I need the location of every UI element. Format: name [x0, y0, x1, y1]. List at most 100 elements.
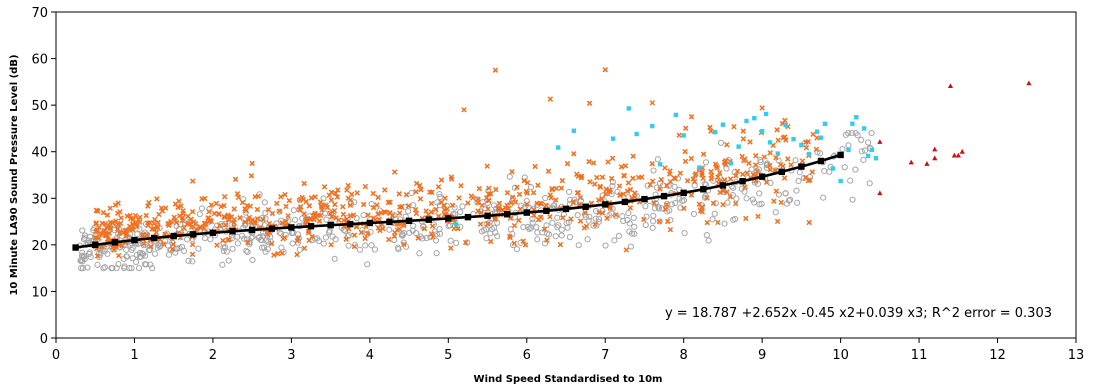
- data-point-cross: [456, 195, 462, 201]
- data-point-circle: [290, 207, 297, 214]
- data-point-circle: [79, 249, 86, 256]
- data-point-circle: [615, 232, 622, 239]
- data-point-circle: [717, 139, 725, 146]
- data-point-circle: [753, 167, 760, 175]
- data-point-circle: [483, 235, 490, 242]
- data-point-cross: [428, 231, 435, 237]
- data-point-cross: [767, 167, 774, 173]
- data-point-circle: [296, 246, 303, 253]
- data-point-cross: [202, 221, 209, 228]
- data-point-cross: [214, 242, 220, 248]
- x-tick-label: 11: [911, 348, 928, 363]
- data-point-cross: [545, 168, 552, 174]
- data-point-cross: [202, 195, 208, 202]
- data-point-cross: [547, 96, 554, 102]
- data-point-circle: [729, 192, 736, 199]
- data-point-circle: [757, 159, 764, 166]
- data-point-circle: [323, 216, 330, 223]
- data-point-cross: [160, 241, 167, 247]
- data-point-cross: [175, 204, 181, 211]
- data-point-cross: [662, 206, 669, 212]
- data-point-triangle: [947, 83, 954, 89]
- x-tick-label: 12: [989, 348, 1006, 363]
- data-point-cross: [396, 226, 403, 232]
- fit-point: [641, 195, 648, 203]
- data-point-cross: [578, 175, 585, 181]
- data-point-triangle: [877, 139, 883, 144]
- data-point-circle: [262, 209, 269, 216]
- data-point-cross: [664, 182, 670, 189]
- y-tick-label: 10: [31, 285, 48, 300]
- data-point-cross: [606, 187, 613, 193]
- data-point-circle: [506, 173, 513, 180]
- data-point-cross: [188, 224, 195, 230]
- data-point-circle: [545, 231, 553, 238]
- data-point-cross: [280, 236, 286, 242]
- data-point-cross: [242, 219, 249, 225]
- data-point-circle: [276, 208, 283, 215]
- data-point-cross: [297, 197, 303, 203]
- data-point-circle: [244, 248, 251, 256]
- data-point-cross: [193, 226, 200, 232]
- x-tick-label: 9: [758, 348, 766, 363]
- data-point-cross: [616, 183, 623, 189]
- data-point-circle: [113, 265, 120, 272]
- data-point-circle: [86, 250, 93, 258]
- data-point-circle: [295, 235, 303, 242]
- data-point-square: [712, 129, 718, 135]
- data-point-circle: [520, 224, 527, 231]
- data-point-circle: [671, 183, 678, 190]
- data-point-circle: [586, 213, 593, 220]
- fit-point: [268, 225, 275, 232]
- axes: [51, 11, 1077, 343]
- data-point-cross: [568, 216, 574, 222]
- data-point-cross: [559, 215, 566, 221]
- data-point-square: [681, 133, 686, 138]
- data-point-circle: [866, 180, 873, 187]
- data-point-cross: [541, 226, 548, 232]
- data-point-circle: [453, 239, 460, 246]
- data-point-square: [555, 145, 561, 150]
- data-point-cross: [599, 174, 606, 180]
- data-point-circle: [433, 231, 440, 238]
- data-point-circle: [642, 203, 649, 210]
- data-point-circle: [97, 251, 104, 258]
- data-point-circle: [278, 230, 285, 237]
- data-point-cross: [331, 207, 338, 214]
- data-point-cross: [484, 221, 491, 227]
- data-point-cross: [231, 206, 237, 212]
- fit-point: [72, 244, 79, 251]
- data-point-cross: [667, 226, 674, 233]
- fit-point: [209, 229, 217, 236]
- data-point-circle: [574, 211, 581, 219]
- data-point-cross: [721, 177, 728, 183]
- data-point-cross: [587, 179, 593, 185]
- data-point-cross: [328, 189, 335, 195]
- data-point-cross: [231, 219, 237, 226]
- data-point-cross: [188, 216, 194, 222]
- data-point-cross: [260, 216, 266, 223]
- data-point-cross: [688, 192, 695, 198]
- data-point-cross: [155, 224, 161, 231]
- data-point-cross: [336, 217, 342, 223]
- fit-point: [719, 182, 727, 189]
- data-point-cross: [677, 170, 684, 176]
- data-point-cross: [301, 245, 308, 251]
- data-point-cross: [739, 171, 746, 178]
- data-point-cross: [592, 221, 598, 227]
- data-point-cross: [146, 199, 152, 206]
- data-point-cross: [731, 123, 737, 130]
- x-tick-label: 0: [52, 348, 60, 363]
- data-point-square: [736, 144, 741, 149]
- data-point-cross: [535, 217, 542, 223]
- data-point-cross: [649, 178, 656, 184]
- data-point-cross: [805, 177, 812, 184]
- data-point-circle: [721, 220, 728, 227]
- fit-point: [327, 221, 334, 229]
- data-point-circle: [423, 234, 430, 242]
- data-point-circle: [80, 236, 88, 243]
- data-point-cross: [189, 209, 196, 215]
- data-point-cross: [99, 244, 105, 250]
- data-point-cross: [435, 213, 442, 219]
- data-point-cross: [538, 201, 545, 207]
